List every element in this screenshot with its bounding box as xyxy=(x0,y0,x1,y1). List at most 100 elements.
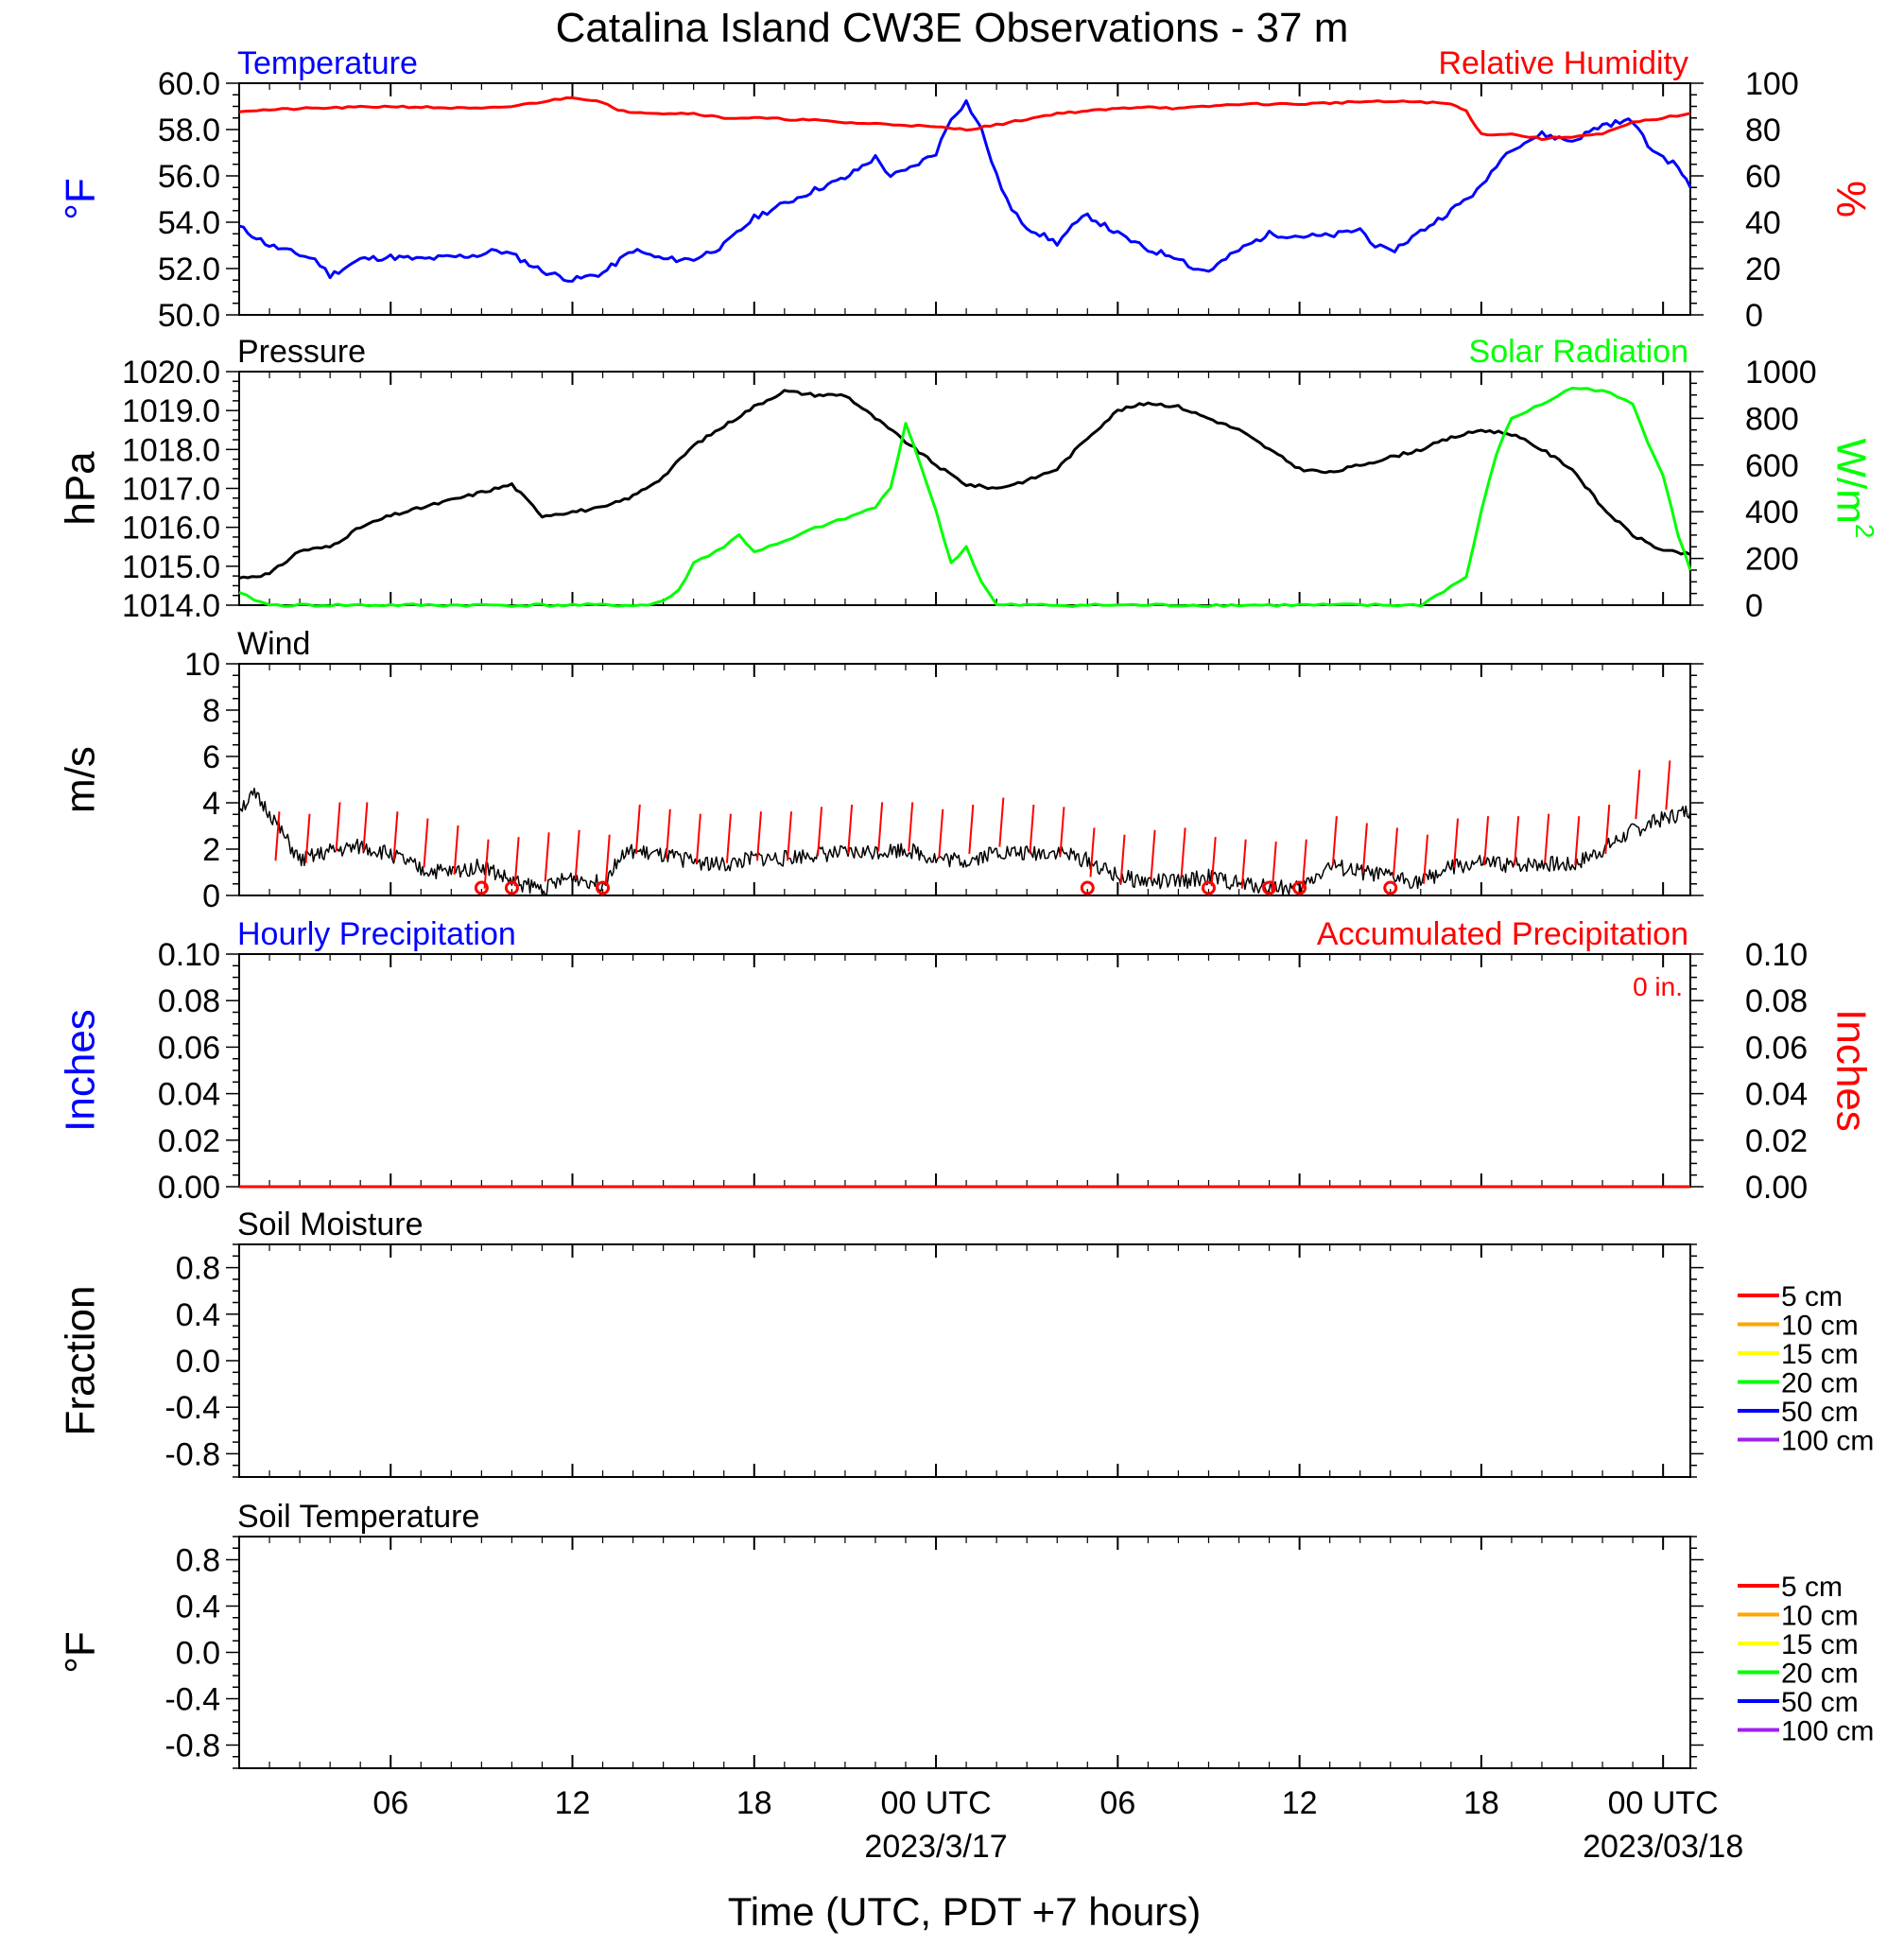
y-axis-label-left: Inches xyxy=(58,1009,104,1132)
panel-right-title: Relative Humidity xyxy=(1438,45,1688,81)
wind-barb xyxy=(304,813,311,863)
x-tick-label: 18 xyxy=(736,1785,772,1821)
y-tick-label: 0.4 xyxy=(176,1297,220,1333)
calm-wind-marker xyxy=(504,880,519,895)
y-tick-label: 10 xyxy=(184,647,220,683)
wind-barb xyxy=(544,832,550,882)
calm-wind-marker xyxy=(474,880,489,895)
wind-barb xyxy=(695,813,701,863)
wind-barb xyxy=(362,802,369,852)
y-axis-label-left: °F xyxy=(58,1631,104,1673)
wind-barb xyxy=(274,811,281,861)
y-tick-label-right: 0.06 xyxy=(1745,1030,1808,1066)
y-axis-label-left: Fraction xyxy=(58,1286,104,1436)
legend-label: 5 cm xyxy=(1781,1572,1843,1603)
panel-left-title: Temperature xyxy=(237,45,418,81)
legend-label: 50 cm xyxy=(1781,1397,1859,1428)
y-tick-label-right: 60 xyxy=(1745,159,1781,195)
wind-barb xyxy=(725,813,732,863)
y-tick-label-right: 400 xyxy=(1745,495,1799,530)
y-axis-label-right: W/m2 xyxy=(1827,439,1879,539)
y-tick-label-right: 20 xyxy=(1745,252,1781,287)
y-tick-label: 58.0 xyxy=(158,113,220,148)
y-axis-label-left: m/s xyxy=(58,746,104,813)
wind-barb xyxy=(938,808,944,859)
wind-barb xyxy=(755,811,762,861)
y-tick-label: 6 xyxy=(202,739,220,775)
panel-temp-rh: 50.0 52.0 54.0 56.0 58.0 60.0 0 20 40 60 80 100 Temp… xyxy=(58,45,1875,334)
y-tick-label: 0.0 xyxy=(176,1344,220,1380)
wind-barb xyxy=(1422,834,1428,884)
wind-barb xyxy=(1029,804,1035,854)
x-tick-label: 12 xyxy=(1282,1785,1318,1821)
legend-label: 50 cm xyxy=(1781,1687,1859,1718)
wind-barb xyxy=(1574,816,1581,866)
wind-barb xyxy=(1453,818,1460,868)
calm-wind-marker xyxy=(1262,880,1277,895)
y-tick-label: 1014.0 xyxy=(122,588,220,624)
wind-barb xyxy=(604,834,611,884)
y-tick-label: 54.0 xyxy=(158,205,220,241)
y-tick-label: 50.0 xyxy=(158,298,220,334)
x-tick-label: 12 xyxy=(555,1785,591,1821)
x-tick-label: 18 xyxy=(1463,1785,1499,1821)
y-tick-label-right: 0.00 xyxy=(1745,1170,1808,1206)
y-tick-label: 0.08 xyxy=(158,983,220,1019)
legend-label: 100 cm xyxy=(1781,1716,1874,1747)
y-tick-label-right: 0 xyxy=(1745,298,1763,334)
y-axis-label-left: °F xyxy=(58,178,104,219)
y-tick-label: 0.8 xyxy=(176,1251,220,1287)
y-tick-label: -0.8 xyxy=(164,1436,220,1472)
calm-wind-marker xyxy=(1080,880,1095,895)
y-tick-label-right: 200 xyxy=(1745,542,1799,578)
y-tick-label: 0.4 xyxy=(176,1590,220,1625)
wind-barb xyxy=(1635,770,1641,820)
panel-left-title: Soil Moisture xyxy=(237,1207,424,1242)
y-tick-label: 0.10 xyxy=(158,937,220,973)
wind-barb xyxy=(847,804,854,854)
panel-left-title: Wind xyxy=(237,626,310,662)
wind-barb xyxy=(513,837,520,887)
y-tick-label: 0.04 xyxy=(158,1077,220,1113)
wind-barb xyxy=(1361,823,1368,873)
wind-barb xyxy=(453,825,459,876)
x-tick-label: 00 UTC xyxy=(1608,1785,1719,1821)
panel-frame xyxy=(238,1536,1691,1769)
panel-right-title: Accumulated Precipitation xyxy=(1317,916,1688,952)
wind-barb xyxy=(1180,827,1186,877)
wind-barb xyxy=(1150,829,1156,879)
legend-label: 20 cm xyxy=(1781,1659,1859,1690)
calm-wind-marker xyxy=(1292,880,1307,895)
y-tick-label: 56.0 xyxy=(158,159,220,195)
x-tick-date-label: 2023/03/18 xyxy=(1583,1829,1743,1865)
legend-label: 15 cm xyxy=(1781,1339,1859,1370)
y-tick-label: 4 xyxy=(202,786,220,822)
y-axis-label-right: Inches xyxy=(1827,1009,1874,1132)
y-tick-label-right: 600 xyxy=(1745,448,1799,484)
wind-barb xyxy=(1089,827,1096,877)
wind-barb xyxy=(1604,804,1611,854)
y-tick-label: 0.0 xyxy=(176,1636,220,1672)
wind-barb xyxy=(392,811,399,861)
y-tick-label-right: 0.04 xyxy=(1745,1077,1808,1113)
y-tick-label: 0.00 xyxy=(158,1170,220,1206)
wind-barb xyxy=(1240,839,1247,889)
precip-total-annotation: 0 in. xyxy=(1633,972,1683,1001)
wind-barb xyxy=(423,818,429,868)
wind-barb xyxy=(1301,839,1307,889)
y-tick-label-right: 0.02 xyxy=(1745,1123,1808,1159)
panel-frame xyxy=(238,371,1691,606)
wind-barb xyxy=(483,839,490,889)
y-tick-label: -0.4 xyxy=(164,1682,220,1718)
panel-wind: 0 2 4 6 8 10 Wind m/s xyxy=(58,626,1704,914)
legend-label: 5 cm xyxy=(1781,1281,1843,1312)
panel-left-title: Pressure xyxy=(237,334,366,370)
wind-barb xyxy=(1514,816,1520,866)
wind-barb xyxy=(908,802,914,852)
legend-label: 10 cm xyxy=(1781,1601,1859,1632)
y-axis-label-right-superscript: 2 xyxy=(1850,524,1879,539)
wind-barb xyxy=(968,804,975,854)
x-tick-label: 06 xyxy=(1099,1785,1135,1821)
series-wind-speed xyxy=(238,787,1691,896)
